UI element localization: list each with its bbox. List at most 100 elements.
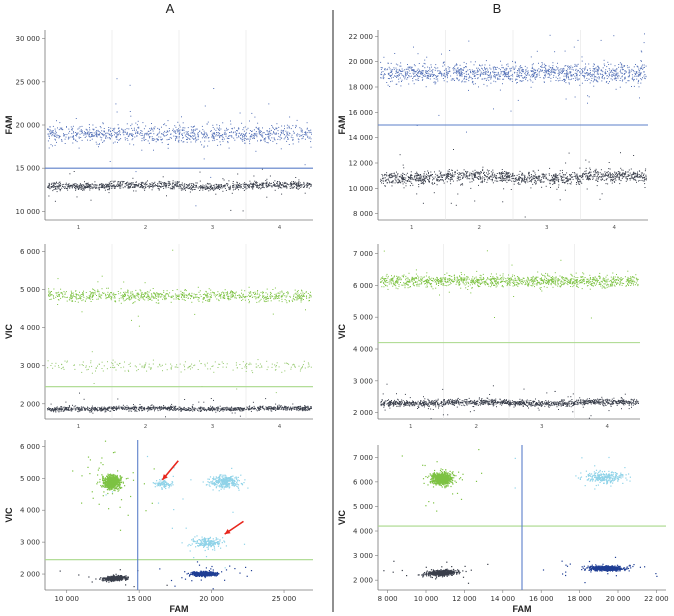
droplet (263, 132, 265, 134)
droplet (179, 124, 181, 126)
droplet (119, 475, 121, 477)
droplet (159, 408, 161, 410)
droplet (238, 136, 240, 138)
droplet (271, 185, 273, 187)
droplet (100, 410, 102, 412)
droplet (219, 294, 221, 296)
droplet (157, 410, 159, 412)
droplet (177, 296, 179, 297)
droplet (163, 183, 165, 185)
droplet (271, 363, 273, 365)
droplet (266, 186, 268, 188)
droplet (265, 180, 267, 181)
droplet (69, 173, 71, 175)
droplet (97, 481, 99, 483)
droplet (147, 299, 149, 301)
droplet (233, 184, 235, 186)
droplet (273, 181, 274, 183)
droplet (68, 408, 69, 410)
droplet (66, 360, 68, 362)
droplet (173, 187, 175, 189)
droplet (56, 406, 58, 408)
droplet (99, 143, 100, 145)
droplet (166, 290, 168, 292)
droplet (118, 130, 120, 132)
droplet (56, 187, 58, 189)
droplet (94, 135, 96, 137)
droplet (206, 133, 208, 135)
droplet (120, 406, 122, 408)
droplet (220, 128, 222, 130)
droplet (138, 294, 140, 296)
droplet (213, 136, 215, 138)
droplet (130, 186, 131, 187)
droplet (190, 126, 192, 128)
droplet (178, 299, 180, 300)
droplet (282, 182, 284, 184)
droplet (237, 184, 239, 186)
droplet (68, 183, 70, 185)
droplet (182, 408, 184, 410)
droplet (140, 290, 142, 292)
droplet (253, 129, 255, 131)
droplet (238, 135, 239, 137)
droplet (150, 129, 152, 131)
droplet (59, 122, 61, 124)
droplet (286, 362, 288, 364)
droplet (281, 125, 283, 127)
droplet (72, 295, 74, 297)
droplet (112, 294, 114, 296)
droplet (276, 296, 277, 298)
droplet (79, 407, 81, 409)
droplet (208, 408, 210, 410)
droplet (118, 480, 120, 482)
droplet (55, 409, 57, 410)
droplet (109, 473, 112, 475)
droplet (100, 484, 102, 487)
droplet (70, 186, 72, 188)
droplet (105, 298, 107, 300)
droplet (175, 366, 177, 368)
droplet (107, 184, 109, 185)
droplet (149, 299, 151, 300)
droplet (306, 297, 308, 299)
droplet (171, 188, 173, 190)
droplet (240, 185, 242, 187)
droplet (235, 133, 237, 135)
droplet (71, 133, 73, 135)
droplet (144, 292, 146, 294)
droplet (76, 294, 77, 296)
droplet (74, 296, 76, 297)
droplet (138, 300, 140, 301)
droplet (118, 489, 120, 491)
droplet (122, 296, 124, 298)
droplet (187, 407, 189, 409)
droplet (73, 136, 74, 138)
droplet (282, 186, 284, 188)
droplet (202, 186, 204, 188)
droplet (100, 183, 102, 185)
droplet (181, 408, 183, 410)
droplet (249, 140, 250, 142)
droplet (240, 186, 242, 188)
droplet (93, 383, 95, 384)
droplet (303, 183, 305, 185)
droplet (98, 294, 100, 296)
droplet (274, 408, 276, 410)
droplet (129, 186, 131, 188)
droplet (298, 406, 299, 407)
droplet (131, 410, 133, 412)
droplet (225, 292, 227, 294)
droplet (250, 363, 252, 365)
droplet (210, 296, 212, 298)
droplet (218, 132, 220, 133)
droplet (114, 366, 116, 368)
droplet (176, 130, 178, 132)
droplet (158, 188, 160, 190)
droplet (233, 409, 235, 411)
droplet (144, 295, 145, 297)
droplet (208, 409, 209, 411)
droplet (203, 133, 205, 135)
droplet (309, 409, 311, 411)
droplet (67, 406, 69, 408)
